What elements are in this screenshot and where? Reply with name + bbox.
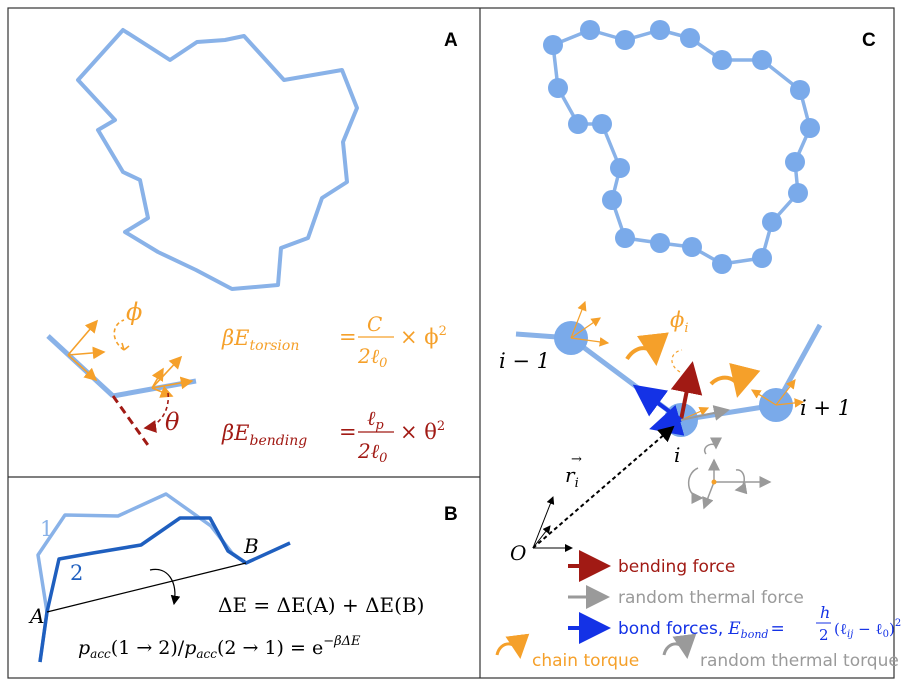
bead	[650, 20, 670, 40]
bead	[650, 233, 670, 253]
panel-c: C	[495, 20, 901, 671]
acceptance-equation: pacc(1 → 2)/pacc(2 → 1) = e−βΔE	[78, 634, 361, 661]
chain-2	[38, 516, 291, 663]
bead	[615, 228, 635, 248]
chain-torque-glyph-2	[709, 362, 761, 398]
svg-text:=: =	[339, 420, 357, 444]
torsion-arc	[113, 319, 125, 351]
legend-thermal-torque-glyph	[662, 633, 697, 659]
svg-text:→: →	[571, 452, 582, 467]
svg-text:h: h	[820, 603, 830, 622]
chain-2-label: 2	[70, 561, 83, 585]
bond-sketch: ϕ θ	[46, 298, 197, 449]
label-i-plus-1: i + 1	[800, 396, 851, 420]
move-arrow	[149, 568, 181, 606]
bead	[615, 30, 635, 50]
bead	[592, 114, 612, 134]
ab-line	[46, 562, 247, 613]
origin-label: O	[510, 541, 526, 565]
panel-borders	[7, 7, 895, 679]
point-b-label: B	[243, 534, 259, 558]
bead	[680, 28, 700, 48]
theta-symbol: θ	[165, 408, 180, 436]
legend-chain-torque-glyph	[495, 633, 530, 659]
bending-equation: βEbending = ℓp 2ℓ0 × θ2	[221, 406, 445, 466]
point-a-label: A	[28, 604, 44, 628]
svg-text:=: =	[339, 325, 357, 349]
chain-torque-glyph-1	[625, 332, 669, 366]
svg-text:(ℓij − ℓ0)2: (ℓij − ℓ0)2	[834, 618, 901, 640]
bead	[788, 183, 808, 203]
bead	[610, 158, 630, 178]
bead	[543, 35, 563, 55]
panel-c-label: C	[862, 30, 876, 51]
chain-1-label: 1	[40, 517, 53, 541]
polymer-loop	[76, 28, 359, 291]
svg-text:ℓp: ℓp	[367, 406, 384, 433]
bead	[568, 114, 588, 134]
label-i: i	[674, 443, 680, 467]
legend-bond: bond forces, Ebond =	[618, 619, 785, 641]
svg-text:βEtorsion: βEtorsion	[221, 326, 299, 354]
legend-thermal-torque: random thermal torque	[700, 651, 899, 671]
bead	[580, 20, 600, 40]
legend-thermal: random thermal force	[618, 588, 804, 608]
phi-symbol: ϕ	[126, 298, 142, 326]
label-i-minus-1: i − 1	[499, 349, 550, 373]
bead	[548, 78, 568, 98]
position-vector	[532, 425, 675, 552]
bead	[712, 50, 732, 70]
bead	[762, 212, 782, 232]
bead	[752, 248, 772, 268]
bead	[785, 152, 805, 172]
svg-text:βEbending: βEbending	[221, 421, 307, 449]
bead	[602, 190, 622, 210]
svg-text:C: C	[367, 312, 382, 336]
r-i-label: ri	[565, 463, 579, 491]
panel-b: B 1 2 A B ΔE = ΔE(A) + ΔE(B) pacc(1 → 2)…	[28, 492, 458, 663]
svg-text:2ℓ0: 2ℓ0	[357, 439, 387, 466]
svg-text:× θ2: × θ2	[400, 419, 445, 444]
bead	[800, 118, 820, 138]
bond-detail: i − 1 i i + 1 ϕi ri → O	[499, 300, 851, 565]
bead	[682, 237, 702, 257]
panel-b-label: B	[444, 504, 458, 525]
torsion-equation: βEtorsion = C 2ℓ0 × ϕ2	[221, 312, 447, 371]
bead	[712, 254, 732, 274]
bond-force-arrow-1	[632, 384, 683, 422]
panel-a-label: A	[444, 30, 458, 51]
phi-i-label: ϕi	[670, 308, 689, 336]
bead	[752, 50, 772, 70]
panel-a: A ϕ θ βEtorsion =	[46, 28, 458, 466]
bead-chain	[543, 20, 820, 274]
delta-e-equation: ΔE = ΔE(A) + ΔE(B)	[218, 593, 424, 617]
bead	[790, 80, 810, 100]
svg-text:2ℓ0: 2ℓ0	[357, 344, 387, 371]
bending-arc	[143, 392, 170, 433]
svg-text:× ϕ2: × ϕ2	[400, 324, 447, 349]
svg-text:2: 2	[819, 626, 829, 644]
thermal-glyphs	[688, 437, 772, 510]
legend-bond-formula: h 2 (ℓij − ℓ0)2	[816, 603, 901, 644]
legend: bending force random thermal force bond …	[495, 550, 901, 671]
bending-reference-line	[111, 395, 152, 449]
legend-chain-torque: chain torque	[532, 651, 639, 671]
legend-bending: bending force	[618, 557, 735, 577]
